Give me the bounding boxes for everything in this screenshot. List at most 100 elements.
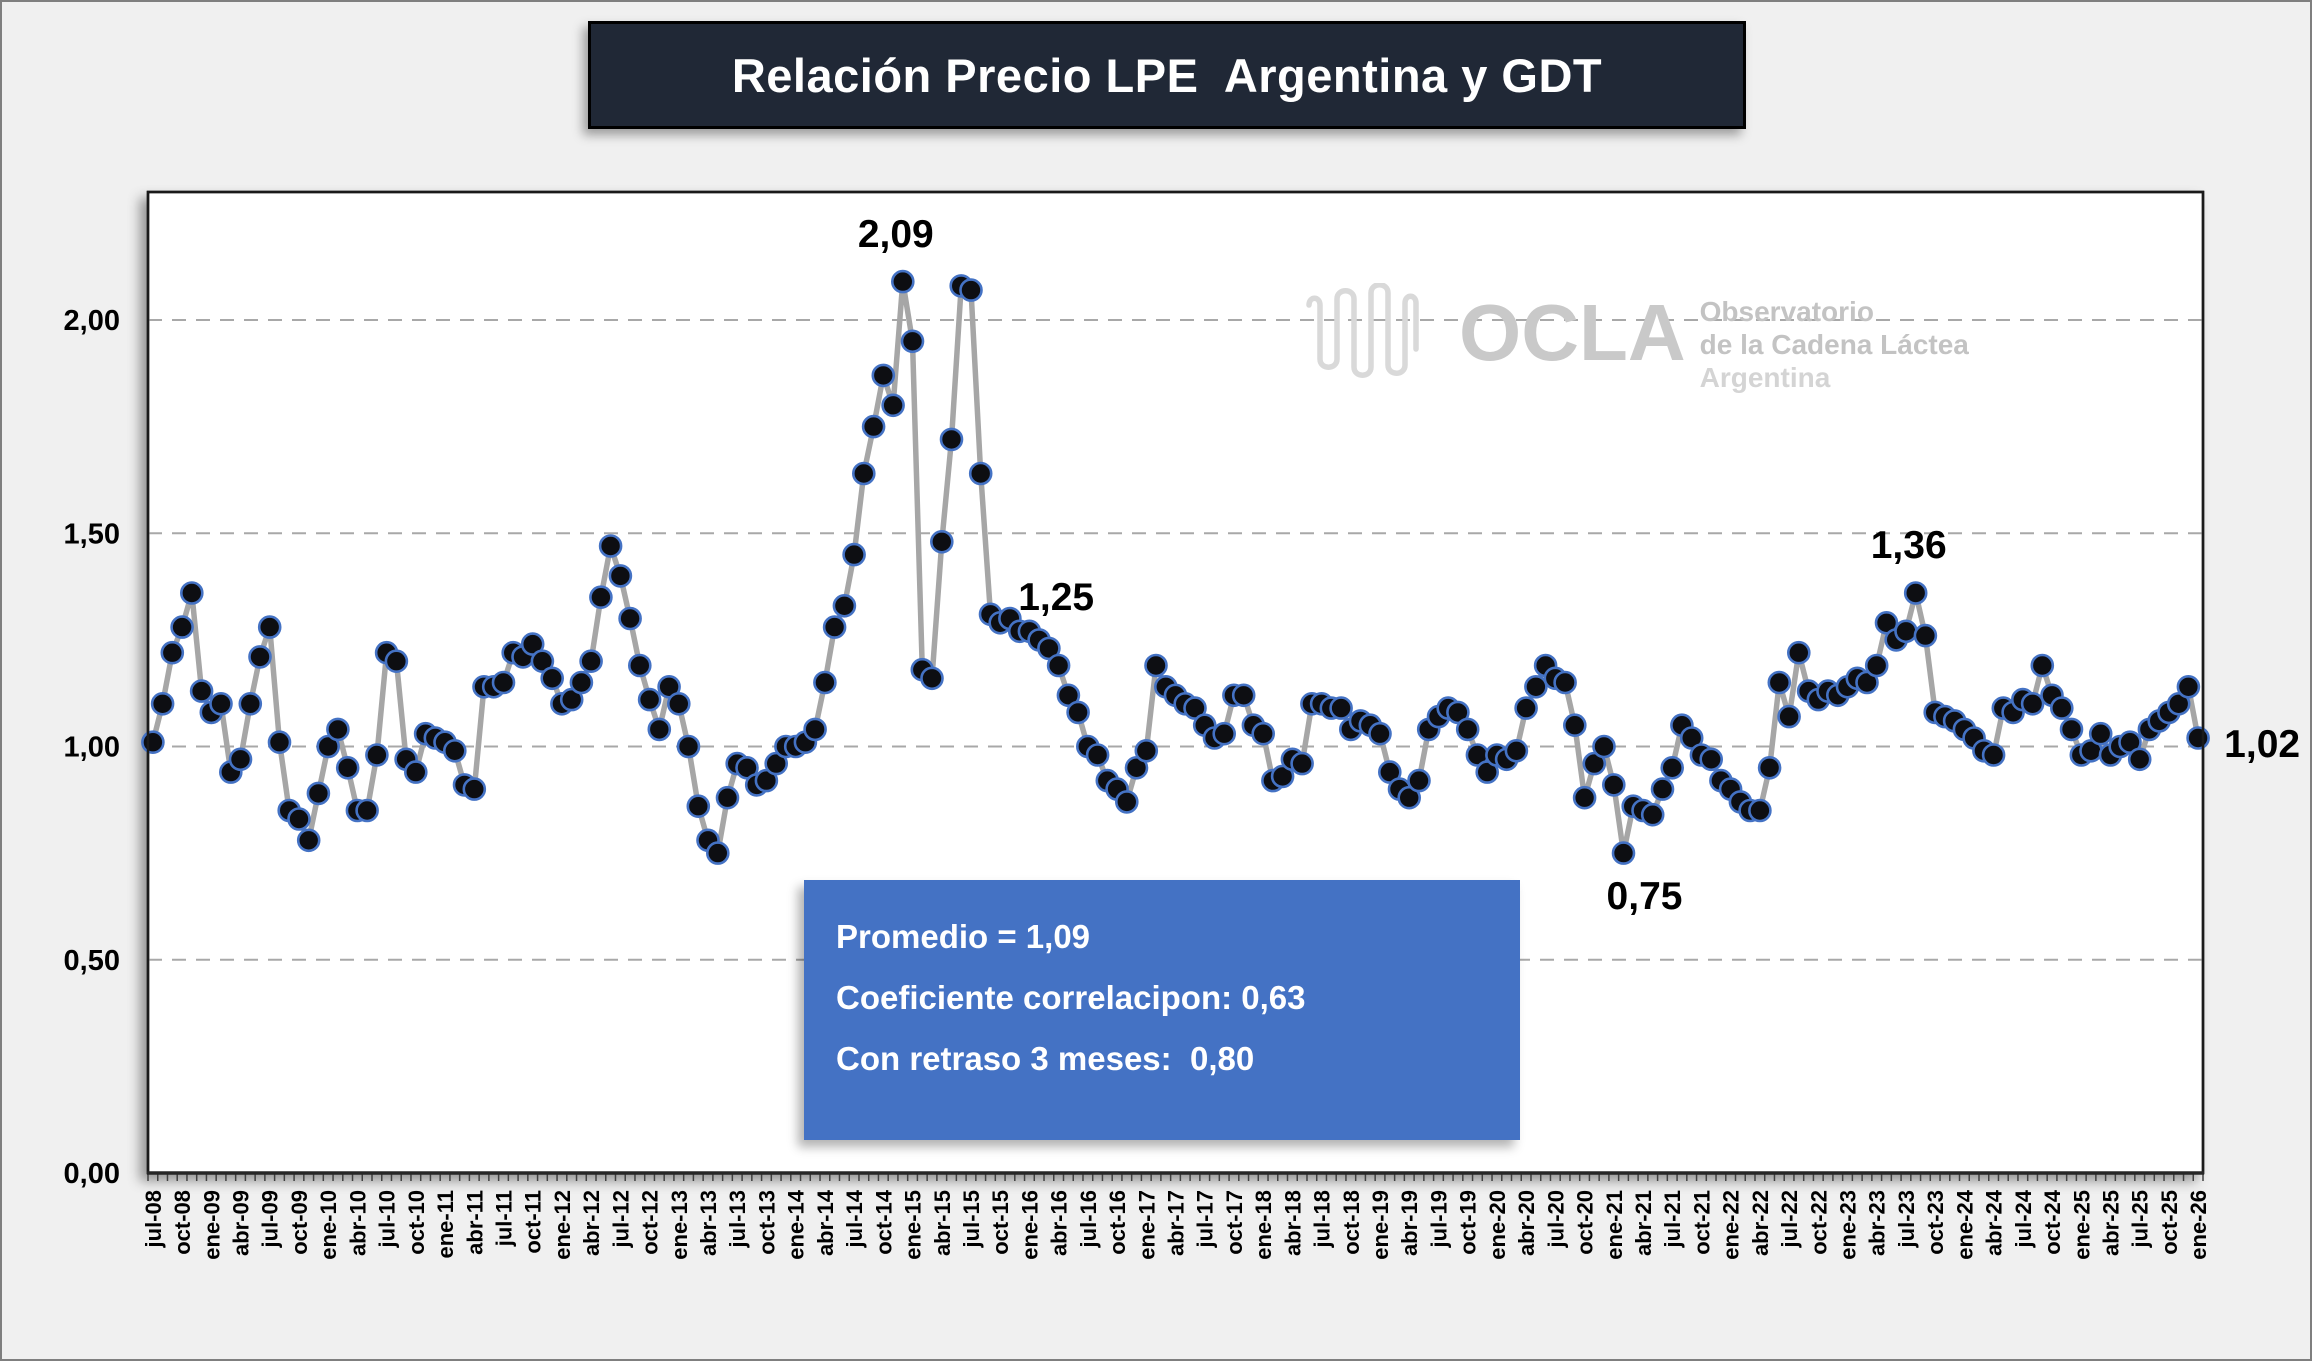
data-point	[530, 649, 555, 674]
ocla-logo: OCLA Observatorio de la Cadena Láctea Ar…	[1303, 283, 1969, 394]
data-point	[228, 747, 253, 772]
data-point	[627, 653, 652, 678]
data-point	[150, 691, 175, 716]
data-point	[842, 542, 866, 567]
svg-text:ene-10: ene-10	[316, 1190, 341, 1260]
svg-text:jul-23: jul-23	[1894, 1190, 1919, 1248]
svg-text:jul-12: jul-12	[608, 1190, 633, 1248]
data-point	[287, 807, 311, 831]
svg-text:oct-21: oct-21	[1689, 1190, 1714, 1255]
annotation-peak-1-36: 1,36	[1870, 523, 1947, 567]
gridlines	[148, 319, 2203, 961]
data-point	[1572, 785, 1597, 810]
svg-text:jul-25: jul-25	[2128, 1190, 2153, 1248]
svg-text:ene-19: ene-19	[1368, 1190, 1393, 1260]
svg-text:abr-22: abr-22	[1748, 1190, 1773, 1256]
svg-text:oct-18: oct-18	[1339, 1190, 1364, 1255]
svg-text:ene-24: ene-24	[1952, 1189, 1977, 1259]
data-point	[1407, 768, 1431, 793]
svg-text:jul-16: jul-16	[1076, 1190, 1101, 1248]
svg-text:abr-11: abr-11	[462, 1190, 487, 1255]
svg-text:jul-15: jul-15	[959, 1190, 984, 1248]
svg-text:jul-24: jul-24	[2011, 1189, 2036, 1248]
data-point	[1212, 721, 1236, 746]
svg-text:jul-19: jul-19	[1427, 1190, 1452, 1248]
svg-text:oct-11: oct-11	[521, 1190, 546, 1254]
stats-retraso-3-meses: Con retraso 3 meses: 0,80	[836, 1040, 1255, 1077]
data-point	[929, 529, 954, 554]
svg-text:ene-09: ene-09	[199, 1190, 224, 1260]
svg-text:jul-21: jul-21	[1660, 1190, 1685, 1248]
x-axis-labels: jul-08 oct-08 ene-09 abr-09 jul-09 oct-09 ene-…	[141, 1189, 2211, 1259]
data-point	[180, 581, 204, 605]
data-point	[1231, 683, 1256, 708]
ocla-line-observatorio: Observatorio	[1699, 296, 1874, 327]
data-point	[141, 730, 165, 755]
svg-text:ene-25: ene-25	[2069, 1190, 2094, 1260]
data-point	[1748, 798, 1772, 823]
annotation-last-1-02: 1,02	[2224, 722, 2301, 766]
svg-text:oct-08: oct-08	[170, 1190, 195, 1255]
data-point	[257, 615, 282, 639]
data-point	[871, 363, 896, 388]
svg-text:ene-21: ene-21	[1602, 1190, 1627, 1260]
data-point	[851, 461, 876, 486]
data-point	[959, 278, 983, 302]
data-point	[900, 329, 925, 354]
y-axis-labels: 0,00 0,50 1,00 1,50 2,00	[64, 305, 120, 1190]
data-point	[1329, 696, 1353, 720]
data-point	[442, 738, 467, 763]
svg-text:abr-21: abr-21	[1631, 1190, 1656, 1256]
svg-text:oct-23: oct-23	[1923, 1190, 1948, 1255]
svg-text:0,50: 0,50	[64, 945, 120, 977]
data-point	[1640, 802, 1665, 827]
data-point	[1046, 653, 1071, 678]
svg-text:oct-14: oct-14	[871, 1189, 896, 1255]
data-point	[1981, 743, 2006, 767]
data-point	[2059, 717, 2084, 742]
svg-text:abr-13: abr-13	[696, 1190, 721, 1256]
data-point	[189, 679, 214, 703]
annotation-1-25: 1,25	[1018, 575, 1095, 619]
svg-text:abr-25: abr-25	[2099, 1190, 2124, 1256]
data-point	[861, 414, 886, 439]
svg-text:abr-19: abr-19	[1397, 1190, 1422, 1256]
data-point	[296, 828, 321, 853]
annotation-low-0-75: 0,75	[1606, 875, 1683, 919]
data-point	[2088, 721, 2113, 746]
svg-text:ene-23: ene-23	[1836, 1190, 1861, 1260]
data-point	[647, 717, 672, 742]
svg-text:abr-16: abr-16	[1047, 1190, 1072, 1256]
data-point	[1913, 623, 1938, 648]
data-point	[326, 717, 350, 742]
svg-text:jul-18: jul-18	[1310, 1190, 1335, 1248]
svg-text:ene-13: ene-13	[667, 1190, 692, 1260]
data-point	[209, 691, 233, 716]
svg-text:oct-24: oct-24	[2040, 1189, 2065, 1255]
data-point	[1602, 773, 1626, 797]
data-point	[822, 615, 847, 639]
data-point	[1903, 581, 1928, 605]
data-point	[890, 269, 915, 294]
data-point	[1563, 713, 1587, 738]
data-point	[1251, 721, 1275, 746]
data-point	[170, 615, 194, 639]
data-point	[705, 841, 730, 865]
data-point	[920, 666, 944, 691]
svg-text:abr-14: abr-14	[813, 1189, 838, 1256]
data-point	[803, 717, 827, 742]
data-point	[1894, 619, 1918, 644]
stats-coeficiente-correlacion: Coeficiente correlacipon: 0,63	[836, 979, 1306, 1016]
stats-promedio: Promedio = 1,09	[836, 918, 1091, 955]
svg-text:abr-09: abr-09	[229, 1190, 254, 1256]
svg-text:oct-17: oct-17	[1222, 1190, 1247, 1255]
data-point	[1514, 696, 1538, 720]
data-point	[540, 666, 565, 691]
svg-text:ene-22: ene-22	[1719, 1190, 1744, 1260]
svg-text:abr-15: abr-15	[930, 1190, 955, 1256]
data-point	[267, 730, 292, 755]
svg-text:oct-13: oct-13	[754, 1190, 779, 1255]
svg-text:ene-26: ene-26	[2186, 1190, 2211, 1260]
data-point	[2176, 674, 2201, 699]
svg-text:abr-20: abr-20	[1514, 1190, 1539, 1256]
